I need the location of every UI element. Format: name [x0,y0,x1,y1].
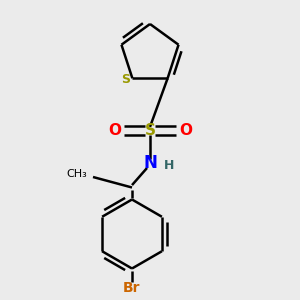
Text: H: H [164,159,175,172]
Text: S: S [145,123,155,138]
Text: O: O [108,123,121,138]
Text: CH₃: CH₃ [67,169,88,179]
Text: N: N [143,154,157,172]
Text: O: O [179,123,192,138]
Text: S: S [121,73,130,86]
Text: Br: Br [123,281,141,295]
